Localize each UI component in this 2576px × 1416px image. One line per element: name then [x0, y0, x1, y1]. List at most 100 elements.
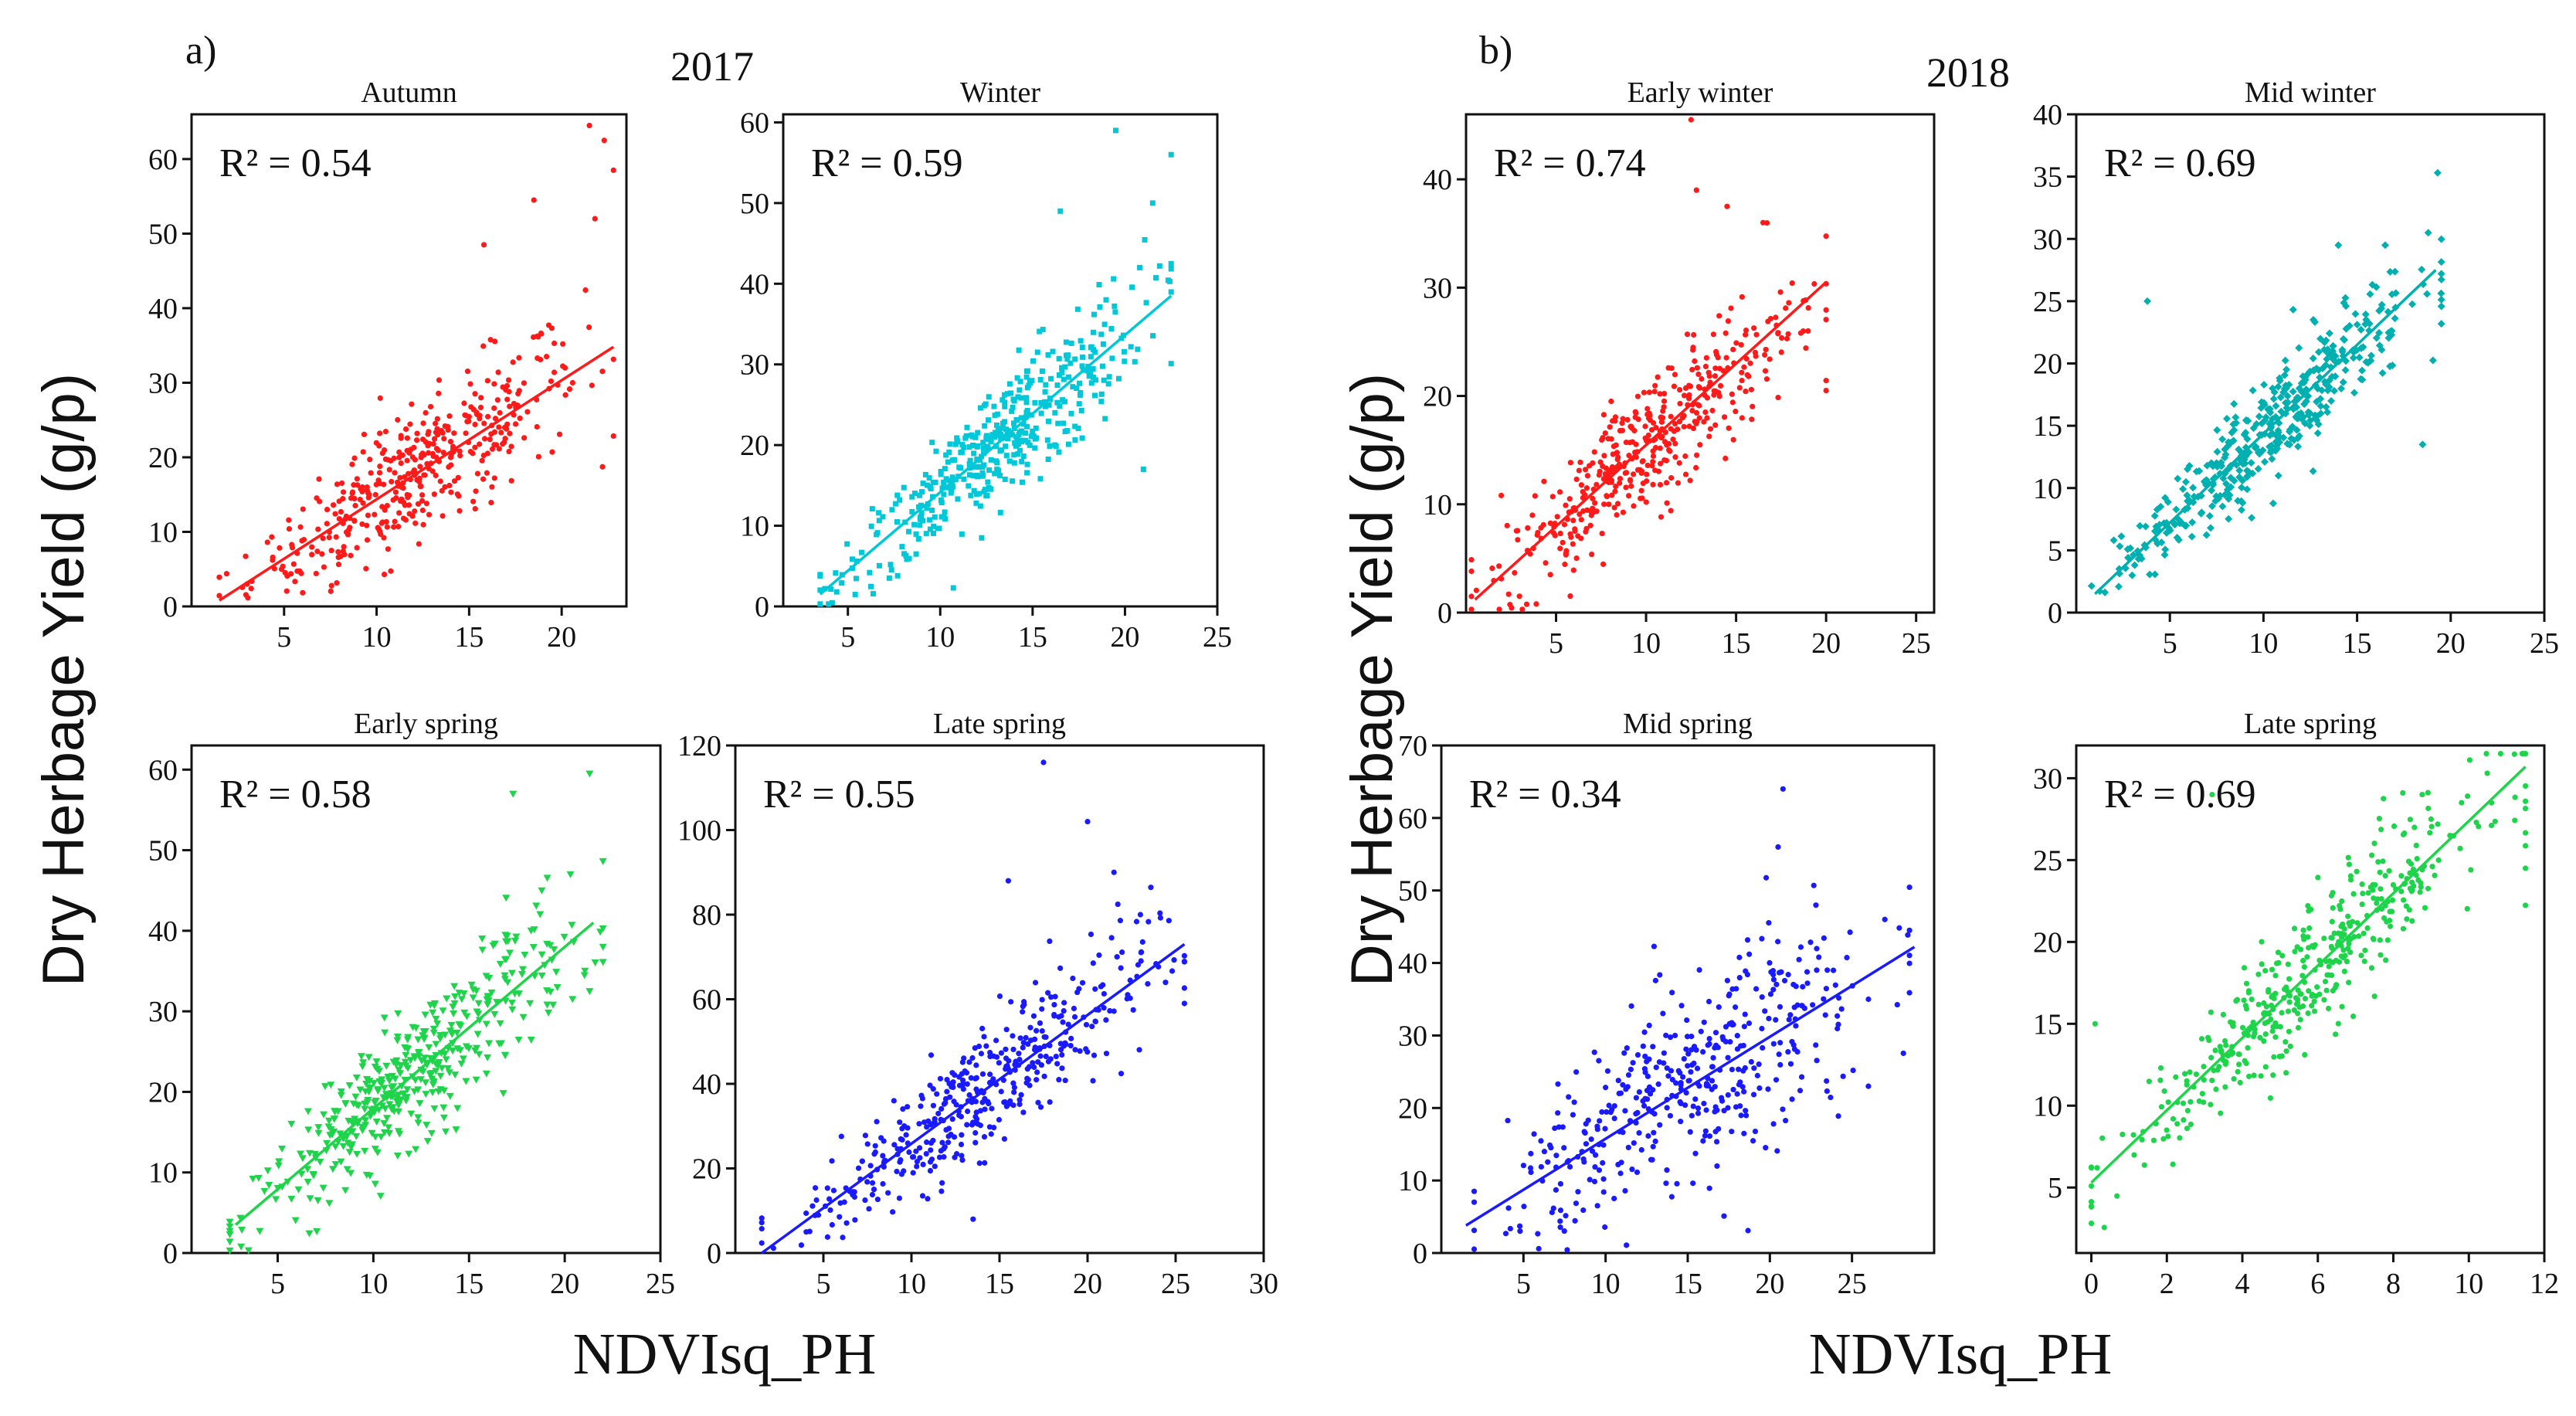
data-point [446, 413, 453, 419]
data-point [2358, 952, 2364, 959]
data-point [1031, 1064, 1037, 1071]
data-point [315, 526, 321, 532]
data-point [373, 1065, 382, 1073]
data-point [286, 526, 293, 532]
data-point [2371, 993, 2377, 1000]
regression-line [218, 345, 615, 602]
data-point [1181, 952, 1187, 959]
data-point [1556, 1124, 1562, 1130]
data-point [341, 544, 347, 550]
data-point [340, 489, 347, 495]
data-point [406, 492, 412, 498]
data-point [979, 1071, 986, 1077]
data-point [2408, 300, 2417, 308]
data-point [2437, 270, 2445, 278]
data-point [2238, 477, 2247, 485]
data-point [432, 1068, 440, 1075]
data-point [401, 1058, 409, 1066]
data-point [1000, 397, 1006, 403]
data-point [855, 1165, 862, 1171]
data-point [526, 1000, 535, 1007]
data-point [451, 1071, 460, 1079]
data-point [1694, 365, 1700, 371]
data-point [2358, 375, 2367, 384]
data-point [521, 951, 529, 959]
data-point [1016, 1051, 1022, 1057]
data-point [438, 1065, 446, 1072]
data-point [1714, 1139, 1720, 1145]
data-point [216, 574, 222, 580]
data-point [2334, 241, 2343, 250]
data-point [1600, 561, 1607, 567]
data-point [1640, 458, 1646, 464]
data-point [338, 508, 344, 515]
data-point [2245, 1044, 2251, 1051]
data-point [1505, 1117, 1511, 1124]
data-point [393, 494, 399, 501]
data-point [2353, 321, 2361, 329]
data-point [1823, 986, 1830, 992]
data-point [1006, 1058, 1012, 1064]
data-point [1612, 418, 1618, 424]
data-point [1166, 918, 1172, 924]
data-point [1554, 514, 1560, 520]
data-point [419, 507, 426, 514]
y-tick-label: 20 [1423, 381, 1452, 413]
data-point [2283, 984, 2289, 990]
data-point [1780, 786, 1786, 792]
data-point [1746, 373, 1752, 379]
data-point [463, 413, 470, 419]
data-point [826, 601, 832, 607]
data-point [500, 384, 506, 390]
data-point [1153, 275, 1159, 281]
data-point [2437, 295, 2445, 304]
data-point [813, 1197, 820, 1204]
data-point [906, 528, 912, 535]
data-point [1580, 488, 1586, 495]
data-point [289, 542, 295, 548]
data-point [1773, 1077, 1780, 1083]
data-point [1084, 368, 1091, 374]
data-point [2371, 936, 2377, 942]
data-point [311, 1150, 319, 1158]
data-point [1652, 444, 1659, 451]
data-point [932, 479, 938, 485]
data-point [334, 481, 341, 487]
data-point [886, 575, 892, 581]
data-point [453, 1105, 462, 1112]
data-point [2389, 897, 2396, 903]
data-point [1033, 1077, 1040, 1083]
data-point [979, 470, 986, 476]
data-point [361, 431, 368, 437]
data-point [610, 433, 616, 440]
x-tick-label: 15 [1673, 1268, 1702, 1300]
data-point [553, 983, 562, 991]
data-point [959, 1059, 966, 1065]
data-point [1813, 902, 1819, 908]
panel-title-late-spring: Late spring [2244, 708, 2377, 740]
data-point [389, 478, 395, 485]
data-point [1620, 1082, 1626, 1088]
data-point [1716, 1004, 1722, 1010]
data-point [1622, 1108, 1628, 1114]
data-point [1471, 1188, 1478, 1194]
data-point [966, 460, 972, 467]
data-point [1053, 1053, 1059, 1060]
data-point [404, 1065, 412, 1072]
data-point [2408, 861, 2415, 867]
data-point [869, 506, 875, 512]
data-point [1763, 376, 1770, 382]
data-point [2128, 571, 2136, 579]
data-point [1168, 289, 1174, 295]
data-point [1010, 478, 1016, 484]
data-point [256, 1228, 264, 1235]
data-point [1725, 1105, 1731, 1111]
y-tick-label: 40 [692, 1068, 721, 1101]
data-point [324, 521, 330, 527]
data-point [1028, 433, 1034, 440]
data-point [966, 1092, 972, 1099]
data-point [1011, 452, 1017, 458]
x-tick-label: 25 [2530, 627, 2559, 660]
data-point [1664, 1105, 1670, 1111]
data-point [862, 1197, 868, 1204]
